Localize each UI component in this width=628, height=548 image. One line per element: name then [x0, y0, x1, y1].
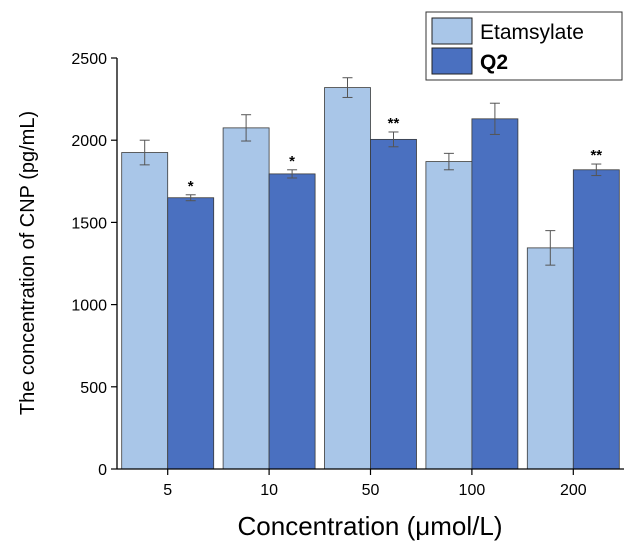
bar-etamsylate-50: [324, 87, 371, 470]
plot-area: ******: [121, 77, 620, 470]
axes: The concentration of CNP (pg/mL) Concent…: [17, 51, 624, 541]
significance-label: **: [388, 115, 400, 132]
bar-q2-200: [572, 169, 620, 470]
legend-swatch-q2: [431, 47, 473, 75]
legend-label-etamsylate: Etamsylate: [480, 21, 584, 44]
y-tick-label: 500: [80, 380, 107, 397]
bar-etamsylate-100: [425, 161, 473, 470]
y-tick-label: 0: [98, 462, 107, 479]
significance-label: *: [188, 178, 194, 195]
bar-etamsylate-5: [121, 152, 169, 470]
x-tick-label: 100: [459, 482, 486, 499]
legend-label-q2: Q2: [480, 51, 508, 74]
significance-label: *: [289, 153, 295, 170]
bar-q2-10: [268, 173, 316, 470]
y-tick-label: 2000: [71, 133, 107, 150]
x-tick-label: 200: [560, 482, 587, 499]
legend-swatch-etamsylate: [431, 17, 473, 45]
bar-q2-5: [167, 197, 215, 470]
bar-etamsylate-10: [222, 127, 270, 470]
y-axis-title: The concentration of CNP (pg/mL): [17, 111, 39, 415]
significance-label: **: [590, 147, 602, 164]
bar-q2-50: [370, 138, 417, 470]
x-tick-label: 10: [260, 482, 278, 499]
bar-q2-100: [471, 118, 519, 470]
bar-etamsylate-200: [526, 247, 574, 470]
x-tick-label: 5: [163, 482, 172, 499]
legend: Etamsylate Q2: [425, 11, 623, 81]
y-tick-label: 1000: [71, 298, 107, 315]
y-tick-label: 1500: [71, 215, 107, 232]
x-tick-label: 50: [362, 482, 380, 499]
y-tick-label: 2500: [71, 51, 107, 68]
x-axis-title: Concentration (μmol/L): [238, 511, 503, 541]
